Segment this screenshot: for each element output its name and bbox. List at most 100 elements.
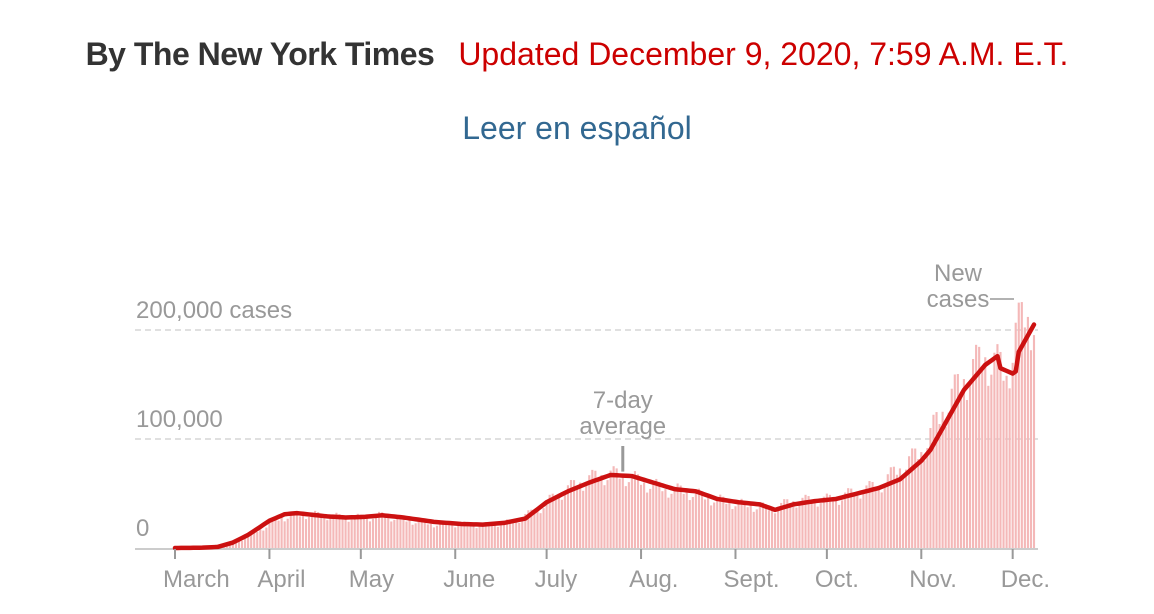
y-axis-labels: 0 100,000 200,000 cases: [136, 297, 292, 542]
daily-case-bar: [429, 523, 432, 548]
daily-case-bar: [554, 498, 557, 548]
daily-case-bar: [965, 400, 969, 548]
daily-case-bar: [624, 486, 627, 548]
daily-case-bar: [856, 491, 859, 548]
daily-case-bar: [441, 521, 445, 548]
daily-case-bar: [524, 513, 527, 548]
y-tick-label: 200,000 cases: [136, 297, 292, 324]
daily-case-bar: [972, 359, 975, 548]
daily-case-bar: [1026, 316, 1029, 548]
daily-case-bar: [478, 526, 481, 548]
daily-case-bar: [289, 514, 292, 548]
daily-case-bar: [332, 514, 335, 548]
daily-case-bar: [585, 485, 588, 548]
daily-case-bar: [423, 520, 426, 548]
daily-case-bar: [786, 499, 789, 548]
daily-case-bar: [688, 500, 691, 548]
daily-case-bar: [572, 480, 576, 548]
y-tick-label: 0: [136, 515, 149, 542]
daily-case-bar: [764, 504, 768, 548]
daily-case-bar: [597, 479, 600, 548]
daily-case-bar: [713, 502, 716, 548]
daily-case-bar: [356, 513, 359, 548]
daily-case-bar: [694, 490, 697, 548]
gridlines: [135, 329, 1038, 550]
daily-case-bar: [502, 521, 506, 548]
x-tick-label: Aug.: [629, 566, 678, 593]
daily-case-bar: [880, 492, 883, 548]
average-line-layer: [172, 322, 1037, 551]
daily-case-bar: [600, 474, 603, 548]
daily-case-bar: [987, 385, 990, 548]
daily-case-bar: [633, 471, 637, 548]
daily-case-bar: [307, 516, 311, 548]
average-annotation-label: 7-day average: [579, 387, 666, 440]
daily-case-bar: [454, 527, 457, 548]
daily-case-bar: [1014, 322, 1017, 548]
daily-case-bar: [557, 493, 560, 548]
daily-case-bar: [862, 493, 865, 548]
daily-case-bar: [917, 459, 920, 548]
daily-case-bar: [463, 521, 466, 548]
daily-case-bar: [365, 517, 368, 548]
daily-case-bar: [512, 523, 515, 548]
daily-case-bar: [746, 507, 749, 548]
daily-case-bar: [618, 478, 621, 548]
daily-case-bar: [432, 527, 435, 548]
daily-case-bar: [780, 502, 783, 548]
daily-case-bar: [262, 530, 265, 548]
daily-case-bar: [621, 474, 624, 548]
daily-case-bar: [237, 541, 241, 548]
daily-case-bar: [1017, 302, 1020, 548]
daily-case-bar: [658, 481, 661, 548]
daily-case-bar: [475, 528, 478, 548]
daily-case-bar: [722, 496, 725, 548]
daily-case-bar: [813, 500, 816, 548]
daily-case-bar: [466, 522, 469, 548]
daily-case-bar: [591, 469, 594, 548]
daily-case-bar: [1029, 350, 1033, 548]
daily-case-bar: [280, 517, 283, 548]
spanish-language-link[interactable]: Leer en español: [462, 110, 692, 146]
daily-case-bar: [886, 474, 889, 548]
daily-case-bar: [399, 515, 402, 548]
daily-case-bar: [505, 519, 509, 548]
x-tick-label: Sept.: [724, 566, 780, 593]
daily-case-bar: [518, 522, 521, 548]
daily-case-bar: [350, 519, 353, 548]
daily-case-bar: [639, 484, 643, 548]
daily-case-bar: [673, 486, 676, 548]
daily-case-bar: [569, 479, 573, 548]
daily-case-bar: [700, 491, 704, 548]
daily-case-bar: [311, 512, 314, 548]
daily-case-bar: [435, 525, 439, 548]
daily-case-bar: [314, 510, 317, 548]
daily-case-bar: [822, 496, 825, 548]
daily-case-bar: [594, 470, 597, 548]
daily-case-bar: [734, 506, 737, 548]
daily-case-bar: [527, 510, 530, 548]
daily-case-bar: [460, 522, 463, 548]
daily-case-bar: [758, 504, 761, 548]
daily-case-bar: [728, 502, 731, 548]
daily-case-bar: [825, 493, 828, 548]
daily-case-bar: [801, 497, 804, 548]
daily-case-bar: [1005, 375, 1008, 548]
daily-case-bar: [283, 521, 286, 548]
daily-case-bar: [304, 519, 308, 548]
x-tick-label: April: [257, 566, 305, 593]
daily-case-bar: [816, 506, 819, 548]
daily-case-bar: [874, 489, 877, 548]
x-tick-label: July: [535, 566, 578, 593]
daily-case-bar: [968, 385, 972, 548]
daily-case-bar: [636, 474, 640, 548]
daily-case-bar: [981, 369, 984, 548]
x-tick-label: Dec.: [1001, 566, 1050, 593]
daily-case-bar: [646, 492, 649, 548]
daily-case-bar: [630, 474, 633, 548]
annotations: 7-day average New cases: [579, 260, 1014, 472]
daily-case-bar: [582, 490, 585, 548]
daily-case-bar: [393, 519, 396, 548]
daily-case-bar: [576, 487, 579, 548]
daily-case-bar: [892, 466, 895, 548]
